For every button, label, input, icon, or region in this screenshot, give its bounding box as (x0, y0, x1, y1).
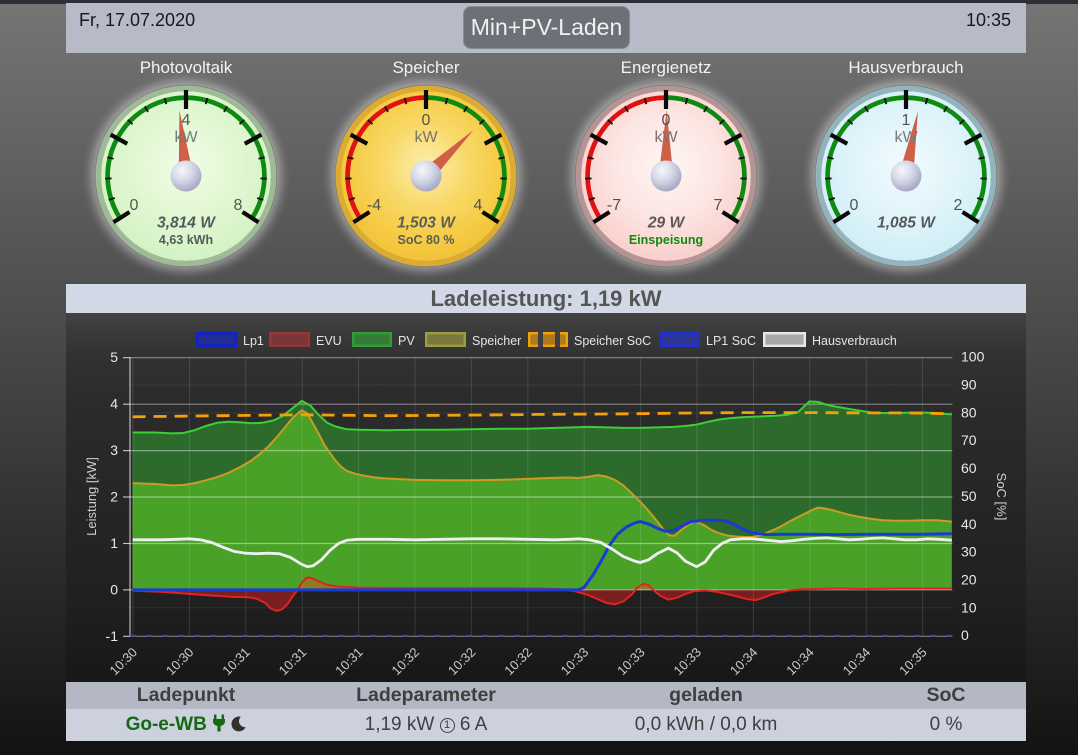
svg-text:3: 3 (110, 442, 118, 458)
svg-text:4: 4 (474, 197, 483, 214)
svg-text:kW: kW (654, 129, 678, 146)
svg-text:1: 1 (902, 112, 911, 129)
svg-text:7: 7 (714, 197, 723, 214)
svg-text:70: 70 (961, 432, 977, 448)
svg-text:kW: kW (894, 129, 918, 146)
svg-text:90: 90 (961, 377, 977, 393)
svg-text:3,814 W: 3,814 W (157, 215, 216, 232)
svg-text:2: 2 (954, 197, 963, 214)
svg-text:30: 30 (961, 544, 977, 560)
svg-text:Speicher SoC: Speicher SoC (574, 334, 651, 348)
svg-text:1,503 W: 1,503 W (397, 215, 456, 232)
svg-text:29 W: 29 W (647, 215, 686, 232)
svg-text:LP1 SoC: LP1 SoC (706, 334, 756, 348)
svg-text:1,085 W: 1,085 W (877, 215, 936, 232)
svg-text:kW: kW (174, 129, 198, 146)
svg-text:-1: -1 (106, 628, 119, 644)
svg-text:40: 40 (961, 516, 977, 532)
svg-text:PV: PV (398, 334, 415, 348)
svg-text:4: 4 (110, 396, 118, 412)
svg-text:-4: -4 (367, 197, 381, 214)
svg-text:Einspeisung: Einspeisung (629, 233, 703, 247)
svg-text:0: 0 (110, 581, 118, 597)
svg-text:80: 80 (961, 404, 977, 420)
svg-text:100: 100 (961, 349, 985, 365)
svg-text:8: 8 (234, 197, 243, 214)
svg-text:Leistung [kW]: Leistung [kW] (84, 457, 99, 536)
svg-text:0: 0 (850, 197, 859, 214)
svg-text:20: 20 (961, 572, 977, 588)
svg-text:1: 1 (110, 535, 118, 551)
svg-text:-7: -7 (607, 197, 621, 214)
svg-text:5: 5 (110, 349, 118, 365)
svg-text:4,63 kWh: 4,63 kWh (159, 233, 213, 247)
svg-text:10: 10 (961, 599, 977, 615)
svg-text:0: 0 (961, 627, 969, 643)
svg-text:50: 50 (961, 488, 977, 504)
svg-text:4: 4 (182, 112, 191, 129)
svg-text:0: 0 (130, 197, 139, 214)
svg-text:Speicher: Speicher (472, 334, 521, 348)
svg-text:SoC 80 %: SoC 80 % (398, 233, 455, 247)
svg-text:Lp1: Lp1 (243, 334, 264, 348)
svg-text:60: 60 (961, 460, 977, 476)
svg-text:SoC [%]: SoC [%] (994, 473, 1009, 521)
svg-text:EVU: EVU (316, 334, 342, 348)
svg-text:0: 0 (422, 112, 431, 129)
svg-text:Hausverbrauch: Hausverbrauch (812, 334, 897, 348)
svg-text:2: 2 (110, 489, 118, 505)
svg-text:kW: kW (414, 129, 438, 146)
svg-text:0: 0 (662, 112, 671, 129)
